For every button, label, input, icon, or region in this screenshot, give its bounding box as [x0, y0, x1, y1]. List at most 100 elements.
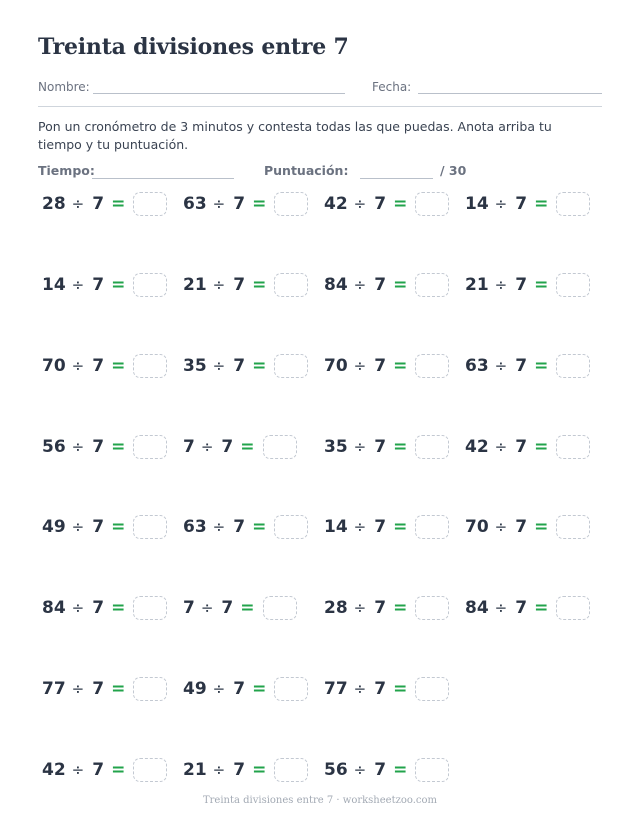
- divisor: 7: [374, 517, 387, 537]
- divide-symbol: ÷: [494, 195, 508, 213]
- answer-box[interactable]: [133, 677, 168, 701]
- divisor: 7: [92, 194, 105, 214]
- divide-symbol: ÷: [212, 680, 226, 698]
- divisor: 7: [92, 517, 105, 537]
- divisor: 7: [92, 679, 105, 699]
- division-problem: 7 ÷ 7 =: [183, 434, 297, 460]
- answer-box[interactable]: [415, 273, 450, 297]
- division-problem: 14 ÷ 7 =: [42, 272, 168, 298]
- answer-box[interactable]: [262, 435, 297, 459]
- equals-symbol: =: [252, 679, 267, 699]
- dividend: 35: [183, 356, 207, 376]
- equals-symbol: =: [111, 437, 126, 457]
- dividend: 14: [465, 194, 489, 214]
- equals-symbol: =: [252, 517, 267, 537]
- divide-symbol: ÷: [494, 518, 508, 536]
- answer-box[interactable]: [274, 677, 309, 701]
- division-problem: 14 ÷ 7 =: [324, 514, 450, 540]
- answer-box[interactable]: [133, 192, 168, 216]
- answer-box[interactable]: [133, 435, 168, 459]
- division-problem: 28 ÷ 7 =: [42, 191, 168, 217]
- answer-box[interactable]: [133, 596, 168, 620]
- answer-box[interactable]: [133, 354, 168, 378]
- division-problem: 35 ÷ 7 =: [183, 353, 309, 379]
- date-field[interactable]: [418, 93, 602, 94]
- equals-symbol: =: [111, 194, 126, 214]
- answer-box[interactable]: [556, 435, 591, 459]
- equals-symbol: =: [393, 598, 408, 618]
- divide-symbol: ÷: [71, 276, 85, 294]
- dividend: 42: [465, 437, 489, 457]
- dividend: 42: [42, 760, 66, 780]
- answer-box[interactable]: [133, 273, 168, 297]
- divisor: 7: [374, 194, 387, 214]
- division-problem: 77 ÷ 7 =: [324, 676, 450, 702]
- equals-symbol: =: [534, 517, 549, 537]
- divide-symbol: ÷: [212, 276, 226, 294]
- divisor: 7: [233, 517, 246, 537]
- score-field[interactable]: [360, 178, 433, 179]
- divide-symbol: ÷: [353, 599, 367, 617]
- answer-box[interactable]: [415, 596, 450, 620]
- equals-symbol: =: [534, 356, 549, 376]
- divisor: 7: [92, 437, 105, 457]
- divider: [38, 106, 602, 107]
- divisor: 7: [374, 356, 387, 376]
- time-field[interactable]: [92, 178, 234, 179]
- answer-box[interactable]: [556, 515, 591, 539]
- answer-box[interactable]: [415, 354, 450, 378]
- divisor: 7: [233, 760, 246, 780]
- division-problem: 56 ÷ 7 =: [324, 757, 450, 783]
- answer-box[interactable]: [274, 273, 309, 297]
- divide-symbol: ÷: [212, 518, 226, 536]
- answer-box[interactable]: [274, 192, 309, 216]
- name-field[interactable]: [93, 93, 345, 94]
- answer-box[interactable]: [556, 596, 591, 620]
- equals-symbol: =: [393, 275, 408, 295]
- equals-symbol: =: [240, 437, 255, 457]
- dividend: 56: [324, 760, 348, 780]
- dividend: 28: [324, 598, 348, 618]
- answer-box[interactable]: [274, 758, 309, 782]
- divisor: 7: [374, 598, 387, 618]
- equals-symbol: =: [111, 275, 126, 295]
- divisor: 7: [515, 437, 528, 457]
- divide-symbol: ÷: [212, 357, 226, 375]
- name-date-row: Nombre: Fecha:: [38, 80, 602, 100]
- divide-symbol: ÷: [353, 357, 367, 375]
- division-problem: 14 ÷ 7 =: [465, 191, 591, 217]
- answer-box[interactable]: [133, 515, 168, 539]
- answer-box[interactable]: [133, 758, 168, 782]
- divisor: 7: [221, 437, 234, 457]
- dividend: 21: [465, 275, 489, 295]
- division-problem: 84 ÷ 7 =: [42, 595, 168, 621]
- division-problem: 42 ÷ 7 =: [324, 191, 450, 217]
- equals-symbol: =: [111, 679, 126, 699]
- answer-box[interactable]: [556, 273, 591, 297]
- answer-box[interactable]: [415, 677, 450, 701]
- answer-box[interactable]: [556, 354, 591, 378]
- divide-symbol: ÷: [71, 599, 85, 617]
- equals-symbol: =: [252, 275, 267, 295]
- divide-symbol: ÷: [212, 761, 226, 779]
- answer-box[interactable]: [415, 758, 450, 782]
- equals-symbol: =: [393, 437, 408, 457]
- dividend: 84: [42, 598, 66, 618]
- answer-box[interactable]: [415, 435, 450, 459]
- equals-symbol: =: [534, 437, 549, 457]
- divisor: 7: [233, 194, 246, 214]
- answer-box[interactable]: [274, 354, 309, 378]
- divisor: 7: [515, 194, 528, 214]
- dividend: 70: [465, 517, 489, 537]
- equals-symbol: =: [534, 275, 549, 295]
- answer-box[interactable]: [415, 515, 450, 539]
- instructions-text: Pon un cronómetro de 3 minutos y contest…: [38, 119, 552, 152]
- answer-box[interactable]: [262, 596, 297, 620]
- answer-box[interactable]: [556, 192, 591, 216]
- dividend: 7: [183, 437, 195, 457]
- dividend: 28: [42, 194, 66, 214]
- divide-symbol: ÷: [71, 195, 85, 213]
- answer-box[interactable]: [415, 192, 450, 216]
- answer-box[interactable]: [274, 515, 309, 539]
